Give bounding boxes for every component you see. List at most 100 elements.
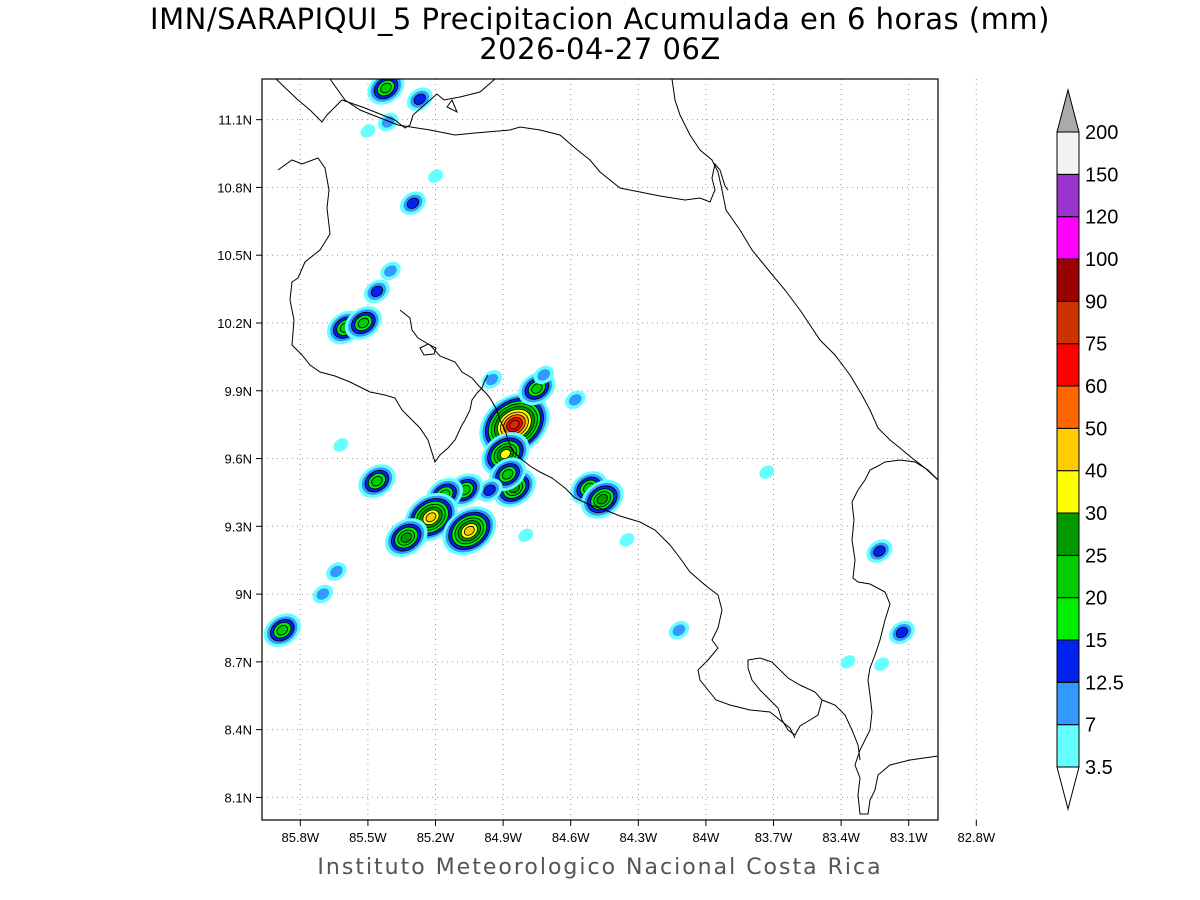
tick-label-lat: 9.9N [225, 384, 252, 399]
colorbar-level-label: 15 [1085, 630, 1107, 652]
colorbar-swatch [1056, 554, 1080, 599]
colorbar-swatch [1056, 343, 1080, 387]
tick-label-lon: 84W [693, 830, 720, 845]
colorbar-level-label: 50 [1085, 418, 1107, 440]
precip-cell [442, 506, 497, 556]
precip-cell [406, 87, 433, 112]
colorbar-level-label: 25 [1085, 545, 1107, 567]
precip-contour-level [501, 469, 514, 480]
precip-cell [533, 365, 554, 385]
precip-contour-level [499, 449, 511, 460]
footer-credit: Instituto Meteorologico Nacional Costa R… [317, 855, 883, 880]
tick-label-lat: 9.6N [225, 452, 252, 467]
tick-label-lon: 82.8W [958, 830, 996, 845]
tick-label-lat: 10.5N [217, 248, 252, 263]
colorbar-level-label: 30 [1085, 503, 1107, 525]
map-title: IMN/SARAPIQUI_5 Precipitacion Acumulada … [150, 2, 1050, 36]
colorbar-swatch [1056, 258, 1080, 302]
precip-cell [333, 438, 349, 452]
precip-contour-level [483, 484, 496, 496]
tick-label-lon: 83.4W [822, 830, 860, 845]
precip-contour-level [406, 197, 420, 209]
precip-cell [367, 79, 405, 105]
precip-contour-level [940, 656, 990, 704]
colorbar-level-label: 200 [1085, 122, 1118, 144]
colorbar-swatch [1056, 724, 1080, 768]
precip-contour-level [400, 532, 412, 543]
precip-cell [518, 528, 534, 543]
precip-contour-level [485, 373, 499, 386]
colorbar-level-label: 90 [1085, 291, 1107, 313]
map-grid [262, 79, 977, 820]
colorbar-level-label: 12.5 [1085, 672, 1124, 694]
precip-cell [940, 656, 990, 704]
tick-label-lat: 9.3N [225, 519, 252, 534]
gulf-of-nicoya-inner [399, 309, 796, 739]
colorbar-swatch [1056, 512, 1080, 556]
tick-label-lon: 85.5W [349, 830, 387, 845]
tick-label-lat: 9N [235, 587, 252, 602]
precip-cell [428, 169, 443, 183]
chira-island [419, 343, 437, 356]
colorbar-level-label: 20 [1085, 588, 1107, 610]
precipitation-field [263, 79, 990, 704]
precip-cell [874, 657, 890, 671]
tick-label-lon: 83.7W [755, 830, 793, 845]
colorbar-over-triangle [1056, 88, 1080, 133]
tick-label-lat: 8.7N [225, 655, 252, 670]
precip-cell [344, 306, 382, 340]
map-frame [261, 78, 939, 821]
precip-cell [363, 279, 390, 304]
precip-cell [668, 620, 690, 640]
precip-cell [380, 261, 401, 281]
colorbar-swatch [1056, 385, 1080, 429]
precip-contour-level [370, 285, 384, 297]
pacific-coast-nicoya [291, 319, 489, 464]
tick-label-lon: 84.3W [620, 830, 658, 845]
precip-contour-level [759, 465, 775, 479]
precip-contour-level [509, 419, 520, 430]
precip-cell [263, 613, 301, 648]
precip-contour-level [672, 624, 686, 636]
colorbar-swatch [1056, 681, 1080, 726]
precip-contour-level [537, 369, 550, 381]
precip-contour-level [316, 588, 330, 600]
tick-label-lat: 8.4N [225, 723, 252, 738]
precip-contour-level [958, 673, 972, 687]
colorbar-level-label: 150 [1085, 164, 1118, 186]
precip-cell [759, 465, 775, 479]
precip-contour-level [380, 82, 392, 94]
precip-contour-level [330, 565, 343, 578]
precip-cell [840, 655, 856, 669]
tick-label-lat: 11.1N [218, 113, 252, 128]
colorbar-swatch [1056, 173, 1080, 218]
precip-cell [326, 562, 347, 581]
precip-contour-level [953, 669, 976, 691]
coastline-borders [275, 79, 938, 815]
colorbar-level-label: 3.5 [1085, 757, 1113, 779]
precip-cell [580, 479, 624, 519]
precip-contour-level [276, 625, 288, 636]
precip-cell [399, 191, 426, 216]
tick-label-lon: 84.9W [484, 830, 522, 845]
tick-label-lon: 83.1W [890, 830, 928, 845]
precip-cell [312, 584, 334, 604]
colorbar-level-label: 40 [1085, 461, 1107, 483]
colorbar-level-label: 7 [1085, 715, 1096, 737]
precip-contour-level [384, 265, 397, 277]
precip-contour-level [425, 512, 437, 523]
map-subtitle-datetime: 2026-04-27 06Z [479, 32, 721, 66]
colorbar-swatch [1056, 639, 1080, 683]
precip-contour-level [518, 528, 534, 543]
golfo-dulce [821, 699, 861, 761]
north-border [329, 79, 729, 203]
precip-contour-level [413, 93, 426, 105]
lake-nicaragua-shore [275, 79, 496, 129]
panama-border [851, 459, 938, 815]
colorbar-level-label: 120 [1085, 207, 1118, 229]
colorbar-swatch [1056, 427, 1080, 472]
precip-cell [384, 518, 428, 557]
colorbar-swatch [1056, 300, 1080, 345]
precip-contour-level [596, 494, 608, 505]
